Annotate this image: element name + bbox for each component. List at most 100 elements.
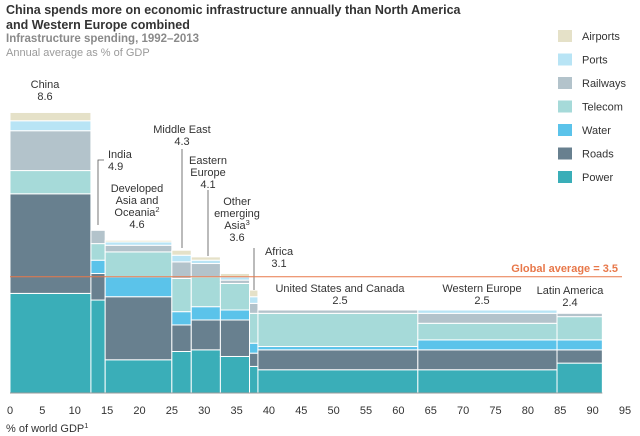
region-value-united-states-and-canada: 2.5 <box>332 295 347 307</box>
leader-line <box>97 159 104 225</box>
bar-developed-asia-and-oceania-roads <box>104 296 173 361</box>
region-value-developed-asia-and-oceania: 4.6 <box>129 219 144 231</box>
x-tick-label: 25 <box>166 405 178 417</box>
legend-label-railways: Railways <box>582 78 627 90</box>
bar-eastern-europe-roads <box>190 319 221 351</box>
legend-label-water: Water <box>582 125 611 137</box>
x-axis: 0 5 10 15 20 25 30 35 40 45 50 55 60 65 70 75 80 85 90 95 % … <box>6 392 631 436</box>
x-tick-label: 55 <box>360 405 372 417</box>
bar-latin-america-railways <box>556 312 603 318</box>
legend: Airports Ports Railways Telecom Water Roads Po… <box>558 30 627 184</box>
region-value-india: 4.9 <box>108 161 123 173</box>
x-tick-label: 45 <box>295 405 307 417</box>
region-value-latin-america: 2.4 <box>562 297 577 309</box>
bar-united-states-and-canada-roads <box>257 349 419 371</box>
x-tick-label: 75 <box>489 405 501 417</box>
bar-africa-roads <box>249 352 259 367</box>
bar-middle-east-power <box>171 351 192 394</box>
bar-latin-america-water <box>556 339 603 351</box>
bar-eastern-europe-railways <box>190 263 221 278</box>
legend-label-telecom: Telecom <box>582 102 623 114</box>
bar-developed-asia-and-oceania-telecom <box>104 251 173 278</box>
bar-other-emerging-asia-roads <box>219 319 251 357</box>
bar-developed-asia-and-oceania-railways <box>104 244 173 253</box>
legend-swatch-ports <box>558 53 572 66</box>
bar-india-roads <box>90 272 106 301</box>
x-tick-label: 85 <box>554 405 566 417</box>
bar-india-water <box>90 259 106 274</box>
x-tick-label: 90 <box>587 405 599 417</box>
global-average-label: Global average = 3.5 <box>511 263 618 275</box>
bar-china-power <box>9 292 92 394</box>
global-average-layer: Global average = 3.5 <box>10 263 622 278</box>
bars-layer <box>9 111 603 394</box>
bar-latin-america-roads <box>556 349 603 364</box>
bar-china-airports <box>9 111 92 122</box>
x-tick-label: 20 <box>133 405 145 417</box>
bar-middle-east-telecom <box>171 277 192 313</box>
bar-western-europe-power <box>417 369 558 394</box>
x-tick-label: 70 <box>457 405 469 417</box>
bar-eastern-europe-power <box>190 349 221 394</box>
x-tick-label: 65 <box>425 405 437 417</box>
bar-latin-america-telecom <box>556 316 603 341</box>
bar-china-railways <box>9 130 92 172</box>
bar-china-telecom <box>9 170 92 195</box>
region-value-other-emerging-asia: 3.6 <box>229 232 244 244</box>
legend-swatch-telecom <box>558 100 572 113</box>
x-tick-label: 40 <box>263 405 275 417</box>
bar-africa-railways <box>249 302 259 314</box>
region-value-middle-east: 4.3 <box>174 136 189 148</box>
region-label-middle-east: Middle East <box>153 124 210 136</box>
bar-western-europe-roads <box>417 349 558 371</box>
region-label-developed-asia-and-oceania: Developed Asia and Oceania2 <box>111 183 164 219</box>
bar-africa-power <box>249 365 259 394</box>
region-label-united-states-and-canada: United States and Canada <box>275 283 405 295</box>
bar-other-emerging-asia-telecom <box>219 282 251 311</box>
bar-middle-east-ports <box>171 254 192 263</box>
bar-africa-airports <box>249 289 259 298</box>
bar-western-europe-water <box>417 339 558 351</box>
bar-developed-asia-and-oceania-water <box>104 276 173 298</box>
region-label-western-europe: Western Europe <box>442 283 521 295</box>
x-tick-label: 95 <box>619 405 631 417</box>
bar-africa-water <box>249 342 259 354</box>
x-tick-label: 5 <box>39 405 45 417</box>
bar-western-europe-ports <box>417 309 558 314</box>
bar-africa-telecom <box>249 312 259 344</box>
bar-western-europe-railways <box>417 312 558 324</box>
bar-india-telecom <box>90 243 106 261</box>
bar-latin-america-power <box>556 362 603 394</box>
bar-developed-asia-and-oceania-power <box>104 359 173 394</box>
region-value-africa: 3.1 <box>271 258 286 270</box>
region-label-latin-america: Latin America <box>537 285 605 297</box>
bar-other-emerging-asia-water <box>219 309 251 321</box>
x-axis-label: % of world GDP1 <box>6 421 88 436</box>
bar-eastern-europe-water <box>190 306 221 321</box>
region-label-africa: Africa <box>265 246 294 258</box>
x-tick-label: 35 <box>230 405 242 417</box>
y-axis-note: Annual average as % of GDP <box>6 47 150 59</box>
bar-china-roads <box>9 193 92 294</box>
region-label-eastern-europe: Eastern Europe <box>189 155 227 179</box>
bar-middle-east-water <box>171 311 192 326</box>
legend-label-airports: Airports <box>582 31 620 43</box>
bar-other-emerging-asia-power <box>219 355 251 394</box>
region-value-western-europe: 2.5 <box>474 295 489 307</box>
chart-title: China spends more on economic infrastruc… <box>6 3 461 32</box>
x-tick-label: 10 <box>69 405 81 417</box>
bar-united-states-and-canada-power <box>257 369 419 394</box>
x-tick-label: 60 <box>392 405 404 417</box>
x-tick-label: 15 <box>101 405 113 417</box>
bar-developed-asia-and-oceania-airports <box>104 239 173 243</box>
region-label-china: China <box>31 79 61 91</box>
bar-middle-east-roads <box>171 324 192 353</box>
bar-middle-east-airports <box>171 249 192 256</box>
x-tick-label: 80 <box>522 405 534 417</box>
legend-swatch-power <box>558 171 572 183</box>
bar-china-ports <box>9 120 92 132</box>
bar-eastern-europe-telecom <box>190 276 221 308</box>
region-value-eastern-europe: 4.1 <box>200 179 215 191</box>
x-tick-label: 50 <box>328 405 340 417</box>
